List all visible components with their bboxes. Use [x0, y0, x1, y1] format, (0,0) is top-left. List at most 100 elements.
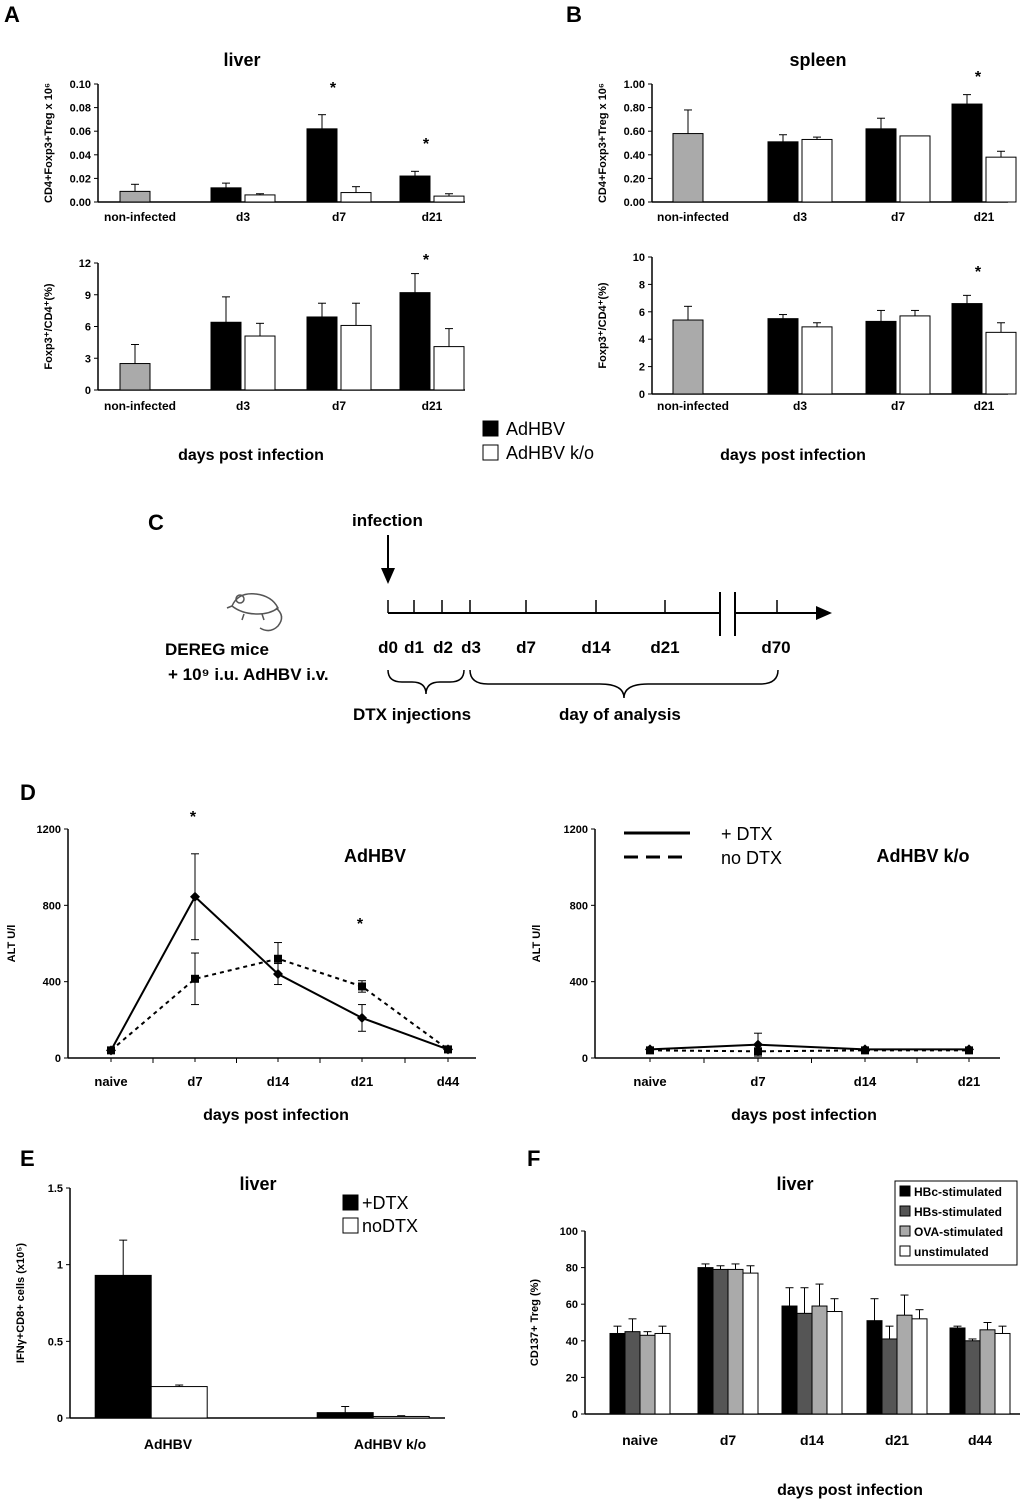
timeline-day-label: d14: [581, 638, 611, 657]
point-no-dtx: [358, 982, 366, 991]
legend-swatch-dtx: [342, 1194, 359, 1211]
legend-swatch-0: [899, 1185, 911, 1197]
chart-liver-treg-count: 0.00 0.02 0.04 0.06 0.08 0.10 liver CD4+Foxp3+T…: [43, 50, 465, 224]
category-label: d21: [351, 1074, 373, 1089]
point-dtx: [190, 891, 200, 902]
category-label: d14: [800, 1432, 824, 1448]
bar-series-3: [911, 1318, 928, 1415]
bar-ko: [985, 331, 1017, 395]
y-tick-label: 1200: [37, 824, 61, 836]
chart-title: spleen: [789, 50, 846, 70]
bar-series-0: [949, 1327, 966, 1415]
bar-series-2: [811, 1305, 828, 1415]
bar-series-0: [697, 1267, 714, 1415]
bar-series-1: [624, 1331, 641, 1415]
bar-series-2: [979, 1329, 996, 1415]
category-label: naive: [94, 1074, 127, 1089]
timeline-diagram: infection DEREG mice + 10⁹ i.u. AdHBV i.…: [165, 511, 832, 724]
category-label: d21: [958, 1074, 980, 1089]
legend-label-no-dtx: noDTX: [362, 1216, 418, 1236]
category-label: non-infected: [657, 399, 729, 413]
mouse-icon: [226, 593, 283, 632]
y-tick-label: 0.06: [70, 126, 91, 138]
bar-adhbv: [767, 318, 799, 395]
category-label: d3: [236, 399, 250, 413]
bar-ko: [801, 138, 833, 203]
bar-adhbv: [306, 128, 338, 203]
dtx-brace: [387, 669, 465, 695]
dtx-label: DTX injections: [353, 705, 471, 724]
panel-label-f: F: [527, 1146, 540, 1171]
significance-mark: *: [330, 80, 337, 97]
legend-label-no-dtx: no DTX: [721, 848, 782, 868]
bar-dtx: [94, 1274, 152, 1419]
y-axis-label: ALT U/l: [6, 925, 18, 963]
bar-adhbv: [210, 187, 242, 203]
x-axis-label: days post infection: [731, 1107, 877, 1124]
y-tick-label: 800: [570, 900, 588, 912]
category-label: d7: [332, 399, 346, 413]
significance-mark: *: [423, 252, 430, 269]
category-label: naive: [633, 1074, 666, 1089]
point-dtx: [357, 1012, 367, 1023]
point-no-dtx: [965, 1046, 973, 1055]
legend-swatch-no-dtx: [342, 1217, 359, 1234]
panel-label-c: C: [148, 510, 164, 535]
y-tick-label: 60: [566, 1299, 578, 1311]
bar-series-1: [964, 1340, 981, 1415]
bar-series-1: [712, 1268, 729, 1415]
legend-label-dtx: +DTX: [362, 1193, 409, 1213]
point-no-dtx: [191, 974, 199, 983]
legend-swatch-3: [899, 1245, 911, 1257]
bar-adhbv: [865, 320, 897, 395]
category-label: d44: [437, 1074, 460, 1089]
y-tick-label: 0.80: [624, 103, 645, 115]
point-dtx: [753, 1039, 763, 1050]
y-tick-label: 0.08: [70, 103, 91, 115]
bar-ctrl: [672, 133, 704, 203]
point-no-dtx: [274, 954, 282, 963]
y-tick-label: 0.10: [70, 79, 91, 91]
series-line-dtx: [649, 1043, 969, 1051]
y-tick-label: 0: [85, 385, 91, 397]
bar-adhbv: [399, 292, 431, 391]
legend-label-1: HBs-stimulated: [914, 1205, 1002, 1219]
bar-ko: [801, 326, 833, 395]
y-tick-label: 9: [85, 290, 91, 302]
y-tick-label: 0: [55, 1053, 61, 1065]
bar-ctrl: [119, 363, 151, 391]
category-label: d3: [793, 210, 807, 224]
category-label: d21: [885, 1432, 909, 1448]
bar-series-1: [881, 1338, 898, 1415]
timeline-day-label: d0: [378, 638, 398, 657]
y-axis-label: IFNγ+CD8+ cells (x10⁵): [15, 1243, 27, 1363]
bar-ko: [433, 346, 465, 391]
panel-label-e: E: [20, 1146, 35, 1171]
y-tick-label: 800: [43, 900, 61, 912]
chart-ifng-cd8: 0 0.5 1 1.5 liver IFNγ+CD8+ cells (x10⁵) AdHBV…: [15, 1174, 445, 1452]
category-label: d7: [891, 399, 905, 413]
y-tick-label: 8: [639, 279, 645, 291]
category-label: d3: [236, 210, 250, 224]
bar-ctrl: [672, 319, 704, 395]
bar-series-0: [609, 1332, 626, 1415]
y-tick-label: 0.5: [48, 1336, 63, 1348]
chart-cd137-treg: 0 20 40 60 80 100 liver CD137+ Treg (%) days pos…: [529, 1174, 1020, 1499]
significance-mark: *: [190, 809, 197, 826]
legend-label-dtx: + DTX: [721, 824, 773, 844]
legend-label-adhbv: AdHBV: [506, 419, 565, 439]
x-axis-label: days post infection: [178, 447, 324, 464]
y-tick-label: 0.00: [70, 197, 91, 209]
legend-label-2: OVA-stimulated: [914, 1225, 1003, 1239]
timeline-day-label: d2: [433, 638, 453, 657]
category-label: non-infected: [104, 210, 176, 224]
significance-mark: *: [975, 69, 982, 86]
bar-adhbv: [399, 175, 431, 203]
legend-label-ko: AdHBV k/o: [506, 443, 594, 463]
timeline-day-label: d7: [516, 638, 536, 657]
bar-adhbv: [951, 103, 983, 203]
bar-series-1: [796, 1312, 813, 1415]
y-tick-label: 400: [43, 977, 61, 989]
bar-ko: [340, 192, 372, 203]
